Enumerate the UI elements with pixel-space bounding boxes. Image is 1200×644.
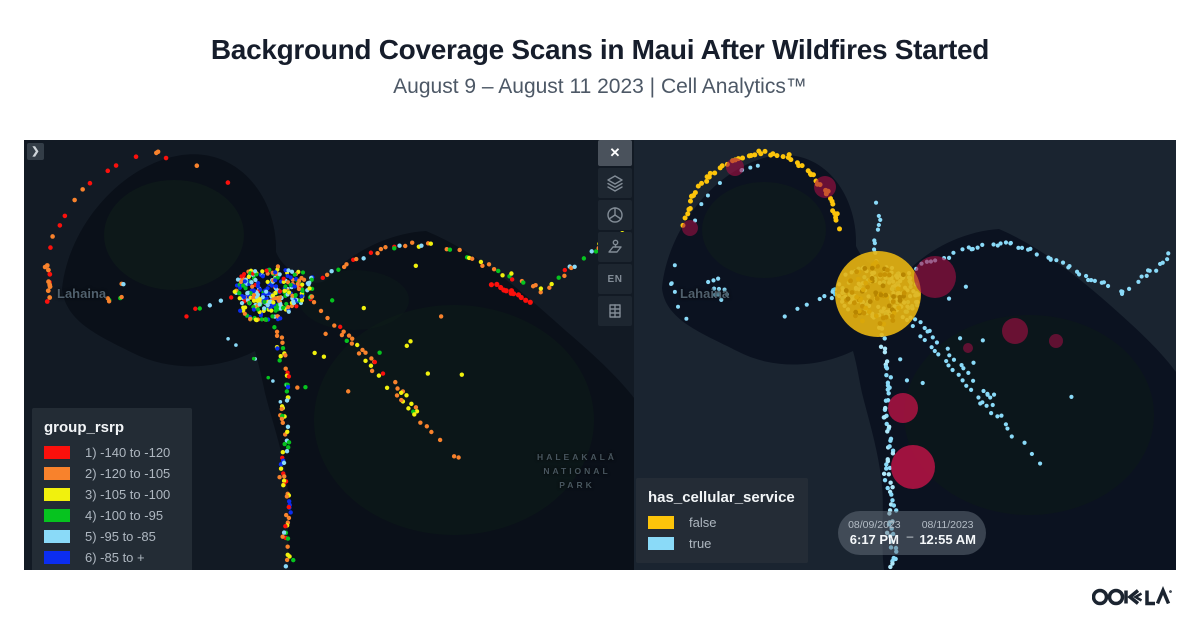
- legend-swatch: [44, 530, 70, 543]
- legend-swatch: [44, 467, 70, 480]
- close-panel-button[interactable]: ✕: [598, 140, 632, 166]
- legend-title: group_rsrp: [44, 419, 125, 436]
- layers-icon: [607, 175, 623, 192]
- page-subtitle: August 9 – August 11 2023 | Cell Analyti…: [393, 75, 807, 98]
- left-map-panel: Lahaina HALEAKALĀ NATIONAL PARK ❯ ✕: [24, 140, 634, 570]
- close-icon: ✕: [609, 145, 621, 160]
- map-toolbar: ✕ EN: [598, 140, 632, 326]
- legend-swatch: [44, 488, 70, 501]
- page-title: Background Coverage Scans in Maui After …: [210, 34, 990, 65]
- legend-item: 4) -100 to -95: [44, 508, 178, 523]
- end-time: 12:55 AM: [919, 532, 976, 547]
- legend-item: 1) -140 to -120: [44, 445, 178, 460]
- legend-swatch: [44, 551, 70, 564]
- basemap-button[interactable]: [598, 200, 632, 230]
- legend-item: 5) -95 to -85: [44, 529, 178, 544]
- legend-item: false: [648, 515, 794, 530]
- page-header: Background Coverage Scans in Maui After …: [0, 0, 1200, 99]
- cellular-service-legend: has_cellular_service false true: [636, 478, 808, 563]
- legend-item: 3) -105 to -100: [44, 487, 178, 502]
- data-table-button[interactable]: [598, 296, 632, 326]
- legend-label: 6) -85 to +: [85, 550, 145, 565]
- layers-button[interactable]: [598, 168, 632, 198]
- table-icon: [609, 304, 621, 318]
- time-range-separator: –: [906, 529, 914, 543]
- time-range-start: 08/09/2023 6:17 PM: [848, 519, 901, 547]
- legend-swatch: [44, 446, 70, 459]
- right-map-panel: Lahaina has_cellular_service false true 0…: [634, 140, 1176, 570]
- language-button[interactable]: EN: [598, 264, 632, 294]
- rsrp-legend: group_rsrp 1) -140 to -120 2) -120 to -10…: [32, 408, 192, 570]
- legend-label: false: [689, 515, 717, 530]
- legend-item: 6) -85 to +: [44, 550, 178, 565]
- map-comparison: Lahaina HALEAKALĀ NATIONAL PARK ❯ ✕: [24, 140, 1176, 570]
- legend-label: true: [689, 536, 712, 551]
- pie-segments-icon: [607, 207, 623, 223]
- sidebar-expand-button[interactable]: ❯: [27, 143, 44, 160]
- chevron-right-icon: ❯: [31, 146, 40, 157]
- legend-item: 2) -120 to -105: [44, 466, 178, 481]
- start-date: 08/09/2023: [848, 519, 901, 531]
- legend-label: 4) -100 to -95: [85, 508, 164, 523]
- time-range-control[interactable]: 08/09/2023 6:17 PM – 08/11/2023 12:55 AM: [838, 511, 986, 555]
- end-date: 08/11/2023: [921, 519, 974, 531]
- legend-swatch: [44, 509, 70, 522]
- legend-label: 1) -140 to -120: [85, 445, 171, 460]
- legend-swatch: [648, 516, 674, 529]
- map-3d-button[interactable]: [598, 232, 632, 262]
- legend-swatch: [648, 537, 674, 550]
- map-pin-icon: [608, 239, 622, 253]
- legend-item: true: [648, 536, 794, 551]
- language-label: EN: [607, 273, 623, 285]
- legend-label: 5) -95 to -85: [85, 529, 156, 544]
- legend-label: 2) -120 to -105: [85, 466, 171, 481]
- start-time: 6:17 PM: [849, 532, 899, 547]
- legend-title: has_cellular_service: [648, 489, 795, 506]
- time-range-end: 08/11/2023 12:55 AM: [919, 519, 976, 547]
- legend-label: 3) -105 to -100: [85, 487, 171, 502]
- ookla-logo: [1091, 582, 1172, 612]
